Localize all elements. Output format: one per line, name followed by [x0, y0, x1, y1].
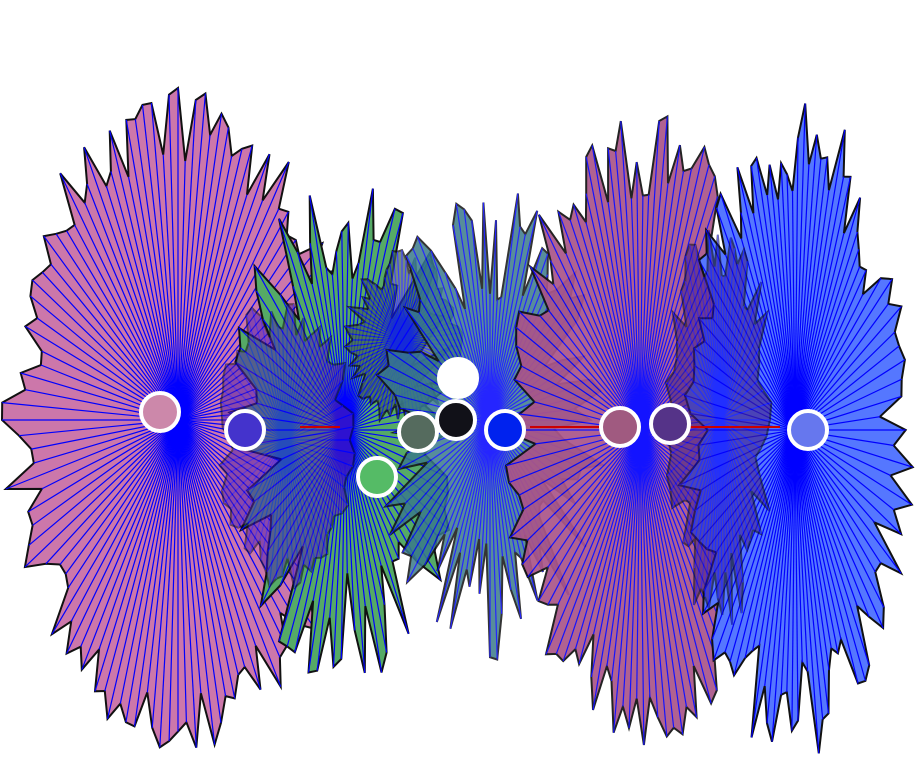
- indigo-burst-left-rays: [219, 304, 355, 589]
- marker-black: [435, 399, 477, 441]
- marker-indigo: [224, 409, 266, 451]
- marker-purple: [649, 403, 691, 445]
- marker-white: [437, 357, 479, 399]
- marker-slate: [397, 411, 439, 453]
- marker-pink: [139, 391, 181, 433]
- marker-blue: [484, 409, 526, 451]
- marker-lightblue: [787, 409, 829, 451]
- indigo-burst-left: [218, 303, 356, 590]
- marker-green: [356, 456, 398, 498]
- marker-mauve: [599, 406, 641, 448]
